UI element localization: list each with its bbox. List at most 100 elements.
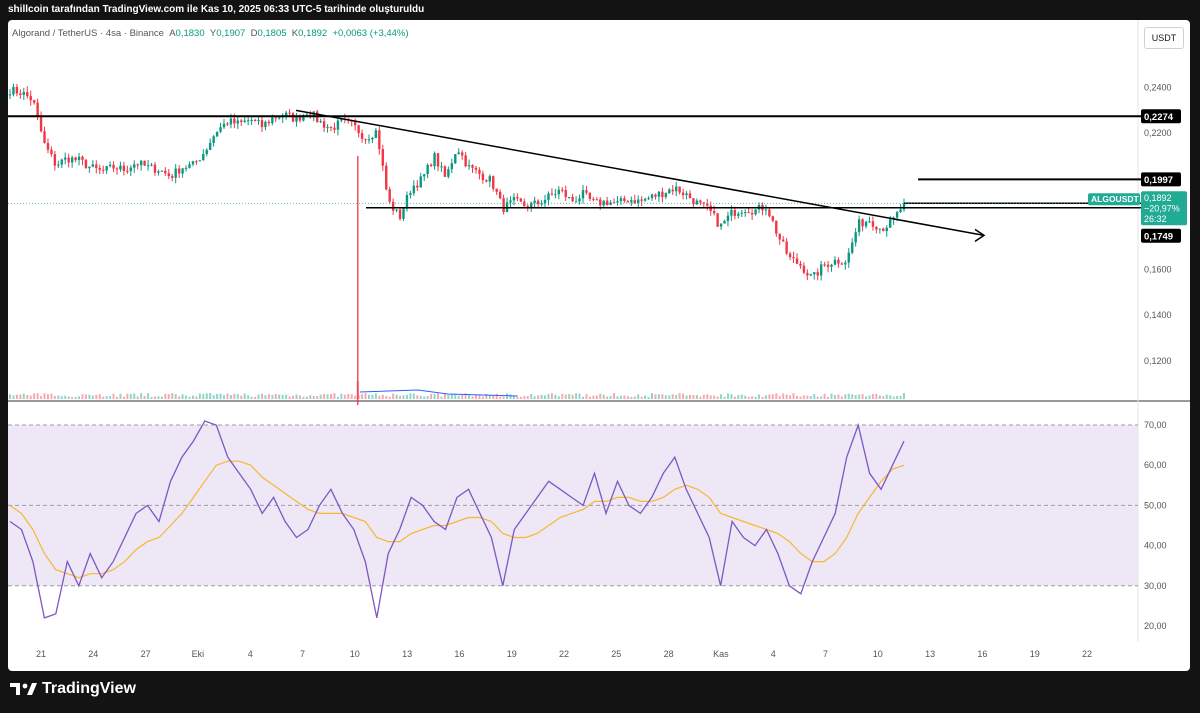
candle-body-153 — [536, 200, 540, 205]
level-tag-bg-3 — [1141, 228, 1181, 243]
volume-bar-188 — [657, 394, 660, 399]
volume-bar-167 — [585, 394, 588, 399]
volume-bar-94 — [333, 393, 336, 399]
candle-body-17 — [67, 157, 70, 163]
candle-body-68 — [243, 120, 246, 122]
volume-bar-80 — [285, 394, 288, 399]
volume-bar-255 — [889, 395, 892, 399]
volume-bar-98 — [347, 393, 350, 399]
candle-body-139 — [488, 176, 491, 182]
volume-bar-24 — [91, 395, 94, 399]
candle-body-92 — [326, 126, 329, 128]
trendline[interactable] — [295, 109, 986, 242]
volume-bar-214 — [747, 396, 750, 399]
volume-bar-0 — [9, 394, 11, 399]
volume-bar-38 — [140, 393, 143, 399]
volume-bar-178 — [623, 395, 626, 399]
time-tick-9: 19 — [507, 649, 517, 659]
candle-body-215 — [750, 213, 754, 215]
volume-bar-48 — [174, 394, 177, 399]
candle-body-59 — [212, 136, 215, 143]
level-tag-1: 0,1997 — [1144, 175, 1173, 186]
candle-body-158 — [554, 194, 557, 196]
candle-body-2 — [15, 86, 19, 94]
candle-body-249 — [868, 221, 871, 223]
price-tag-line-1: −20,97% — [1144, 204, 1180, 214]
volume-bar-104 — [367, 394, 370, 399]
volume-bar-234 — [816, 396, 819, 399]
volume-bar-165 — [578, 393, 581, 399]
candle-body-27 — [101, 169, 105, 171]
candle-body-122 — [429, 164, 433, 167]
candle-body-0 — [8, 94, 12, 96]
trendline-line — [295, 109, 985, 237]
candle-body-131 — [460, 152, 464, 156]
volume-bar-195 — [682, 393, 685, 399]
candle-body-216 — [754, 209, 757, 215]
volume-bar-182 — [637, 394, 640, 399]
volume-bar-259 — [903, 393, 905, 399]
candle-body-86 — [305, 114, 309, 116]
volume-bar-235 — [820, 396, 823, 399]
time-tick-15: 7 — [823, 649, 828, 659]
symbol-tag-bg — [1088, 193, 1140, 206]
candle-body-61 — [219, 127, 222, 132]
candle-body-229 — [799, 263, 802, 266]
candle-body-106 — [374, 130, 378, 138]
volume-bar-202 — [706, 394, 709, 399]
candle-body-103 — [364, 138, 367, 140]
candle-body-163 — [571, 196, 574, 202]
candle-body-170 — [595, 199, 598, 201]
volume-bar-172 — [602, 394, 605, 399]
rsi-tick-2: 50,00 — [1144, 500, 1167, 510]
candle-body-250 — [871, 221, 875, 227]
candle-body-50 — [181, 168, 184, 174]
volume-bar-1 — [12, 395, 15, 399]
candle-body-4 — [22, 92, 26, 95]
volume-bar-123 — [433, 393, 436, 399]
volume-bar-5 — [26, 395, 29, 399]
chart-svg[interactable]: 0,2400 0,2200 0,1600 0,1400 0,1200 70,00 60,0… — [8, 20, 1190, 671]
tradingview-logo[interactable]: TradingView — [10, 680, 136, 698]
horizontal-levels[interactable] — [8, 115, 1144, 209]
candle-body-75 — [267, 121, 271, 124]
export-header: shillcoin tarafından TradingView.com ile… — [0, 0, 1200, 20]
currency-button[interactable]: USDT — [1144, 27, 1184, 49]
candle-body-165 — [578, 198, 581, 202]
volume-bar-176 — [616, 396, 619, 399]
volume-bar-25 — [95, 394, 98, 399]
volume-bar-160 — [561, 393, 564, 399]
candle-body-44 — [160, 170, 164, 172]
volume-bar-124 — [437, 393, 440, 399]
rsi-tick-0: 70,00 — [1144, 420, 1167, 430]
candle-body-253 — [882, 228, 885, 232]
chart-panel[interactable]: 0,2400 0,2200 0,1600 0,1400 0,1200 70,00 60,0… — [8, 20, 1190, 671]
volume-bar-157 — [550, 393, 553, 399]
volume-bar-152 — [533, 396, 536, 399]
volume-bar-37 — [136, 396, 139, 399]
candle-body-81 — [288, 112, 291, 114]
volume-bar-253 — [882, 396, 885, 399]
candle-body-183 — [640, 199, 643, 201]
volume-bar-116 — [409, 393, 412, 399]
volume-bar-135 — [474, 395, 477, 399]
volume-bar-76 — [271, 395, 274, 399]
volume-bar-35 — [129, 393, 132, 399]
volume-bar-28 — [105, 396, 108, 399]
volume-bar-64 — [229, 395, 232, 399]
volume-bar-256 — [892, 396, 895, 399]
legend-symbol: Algorand / TetherUS · 4sa · Binance — [12, 28, 164, 39]
candle-body-225 — [785, 241, 788, 254]
volume-bar-121 — [426, 396, 429, 399]
candle-body-74 — [264, 121, 267, 128]
candle-body-76 — [271, 117, 274, 124]
candle-body-20 — [77, 156, 81, 161]
volume-bar-185 — [647, 396, 650, 399]
candle-body-184 — [643, 198, 647, 201]
tradingview-brand: TradingView — [42, 680, 136, 697]
candle-body-247 — [861, 219, 864, 227]
volume-bar-8 — [36, 393, 39, 399]
volume-bar-100 — [354, 395, 357, 399]
legend-low-label: D — [250, 28, 258, 39]
volume-bar-196 — [685, 395, 688, 399]
